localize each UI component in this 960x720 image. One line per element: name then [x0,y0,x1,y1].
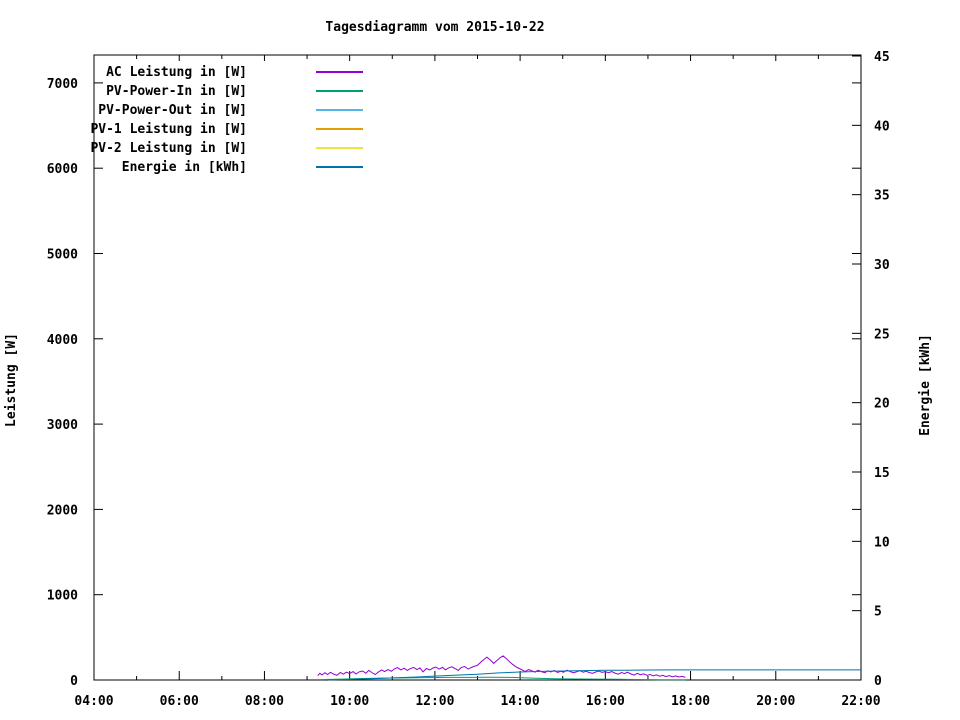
plot-frame-and-ticks: 04:00 06:00 08:00 10:00 12:00 14:00 16:00 18:00… [47,50,890,709]
y2-tick-label: 35 [874,189,890,204]
legend-item: PV-2 Leistung in [W] [90,141,363,156]
y2-tick-label: 0 [874,674,882,689]
y2-tick-label: 20 [874,397,890,412]
y2-axis-title: Energie [kWh] [918,334,933,436]
x-tick-label: 16:00 [586,694,625,709]
legend-label: PV-1 Leistung in [W] [90,122,247,137]
legend-item: PV-Power-Out in [W] [98,103,363,118]
x-tick-label: 22:00 [841,694,880,709]
legend-label: AC Leistung in [W] [106,65,247,80]
x-tick-label: 12:00 [415,694,454,709]
y2-tick-label: 45 [874,50,890,65]
series-layer-front [317,655,861,681]
y2-tick-label: 15 [874,466,890,481]
y1-tick-label: 5000 [47,248,78,263]
y1-tick-label: 0 [70,674,78,689]
legend-label: PV-Power-Out in [W] [98,103,247,118]
y1-tick-label: 6000 [47,162,78,177]
x-tick-label: 04:00 [74,694,113,709]
legend: AC Leistung in [W] PV-Power-In in [W] PV-P… [90,65,363,175]
y2-tick-label: 5 [874,605,882,620]
x-tick-label: 08:00 [245,694,284,709]
legend-item: AC Leistung in [W] [106,65,363,80]
y1-tick-label: 4000 [47,333,78,348]
legend-label: PV-Power-In in [W] [106,84,247,99]
legend-item: Energie in [kWh] [122,160,363,175]
chart-title: Tagesdiagramm vom 2015-10-22 [325,20,544,35]
series-line-ac-leistung-in-w [317,655,686,678]
y1-axis-title: Leistung [W] [4,333,19,427]
series-line-energie-in-kwh [328,669,861,681]
y1-tick-label: 1000 [47,589,78,604]
x-tick-label: 14:00 [501,694,540,709]
x-tick-label: 18:00 [671,694,710,709]
x-tick-label: 20:00 [756,694,795,709]
legend-item: PV-1 Leistung in [W] [90,122,363,137]
y2-tick-label: 40 [874,119,890,134]
y1-tick-label: 2000 [47,503,78,518]
x-tick-label: 06:00 [160,694,199,709]
y2-tick-label: 25 [874,327,890,342]
y1-tick-label: 7000 [47,77,78,92]
y2-tick-label: 30 [874,258,890,273]
legend-label: Energie in [kWh] [122,160,247,175]
y1-tick-label: 3000 [47,418,78,433]
legend-label: PV-2 Leistung in [W] [90,141,247,156]
x-tick-label: 10:00 [330,694,369,709]
legend-item: PV-Power-In in [W] [106,84,363,99]
y2-tick-label: 10 [874,535,890,550]
